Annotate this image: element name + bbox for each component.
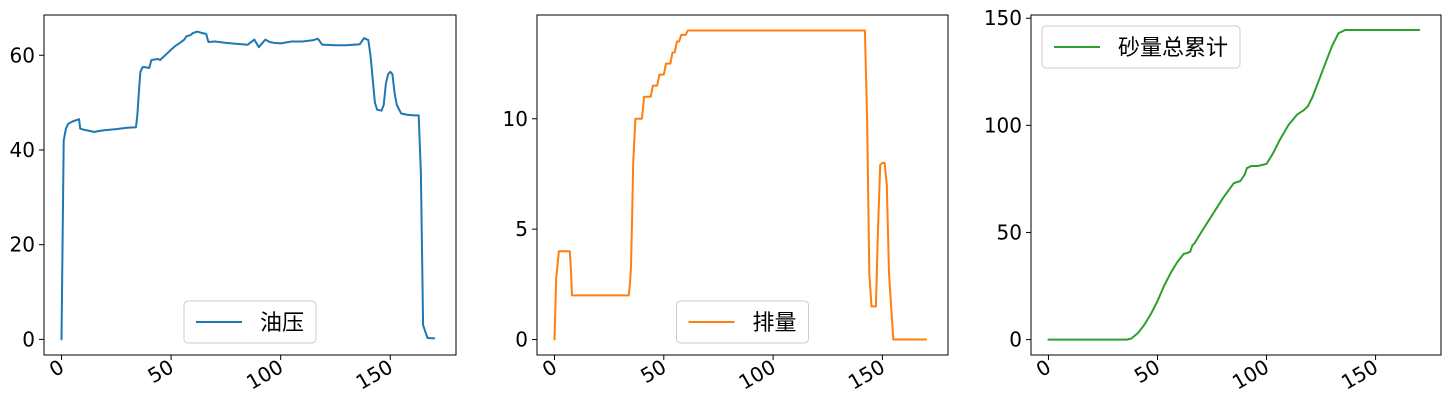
legend-box [183, 300, 317, 344]
x-tick-label: 50 [1130, 355, 1164, 389]
x-tick-label: 0 [1032, 355, 1055, 382]
y-tick-label: 0 [515, 328, 528, 352]
series-line-2 [553, 29, 928, 341]
legend-label: 排量 [753, 311, 797, 336]
y-tick-label: 5 [515, 217, 528, 241]
chart-panel-1: 0 50 100 150 0 20 40 60 油压 [10, 14, 457, 395]
legend-label: 油压 [260, 311, 304, 336]
legend: 油压 [183, 300, 317, 344]
chart-panel-2: 0 50 100 150 0 5 10 排量 [503, 14, 949, 395]
legend-box [676, 300, 809, 344]
x-tick-label: 100 [1228, 355, 1273, 395]
legend-label: 砂量总累计 [1118, 36, 1228, 61]
y-tick-label: 20 [10, 233, 35, 257]
x-tick-label: 100 [735, 355, 780, 395]
x-tick-label: 100 [242, 355, 287, 395]
y-tick-label: 0 [22, 327, 35, 351]
x-tick-label: 150 [1337, 355, 1382, 395]
x-tick-label: 50 [636, 355, 670, 389]
x-tick-label: 150 [844, 355, 889, 395]
series-line-1 [60, 30, 436, 341]
y-tick-label: 50 [997, 220, 1022, 244]
legend: 砂量总累计 [1041, 25, 1241, 69]
axes-frame [536, 14, 949, 356]
x-tick-label: 50 [144, 355, 178, 389]
y-tick-label: 60 [10, 43, 35, 67]
legend-box [1041, 25, 1241, 69]
axes-frame [43, 14, 457, 356]
chart-panel-3: 0 50 100 150 0 50 100 150 砂量总累计 [984, 6, 1442, 395]
y-tick-label: 0 [1009, 328, 1022, 352]
y-tick-label: 100 [984, 113, 1022, 137]
y-tick-label: 150 [984, 6, 1022, 30]
series-line-3 [1047, 29, 1421, 341]
legend: 排量 [676, 300, 809, 344]
x-tick-label: 0 [45, 355, 68, 382]
y-tick-label: 40 [10, 138, 35, 162]
axes-frame [1030, 14, 1442, 356]
y-tick-label: 10 [503, 107, 528, 131]
x-tick-label: 150 [352, 355, 397, 395]
x-tick-label: 0 [538, 355, 561, 382]
